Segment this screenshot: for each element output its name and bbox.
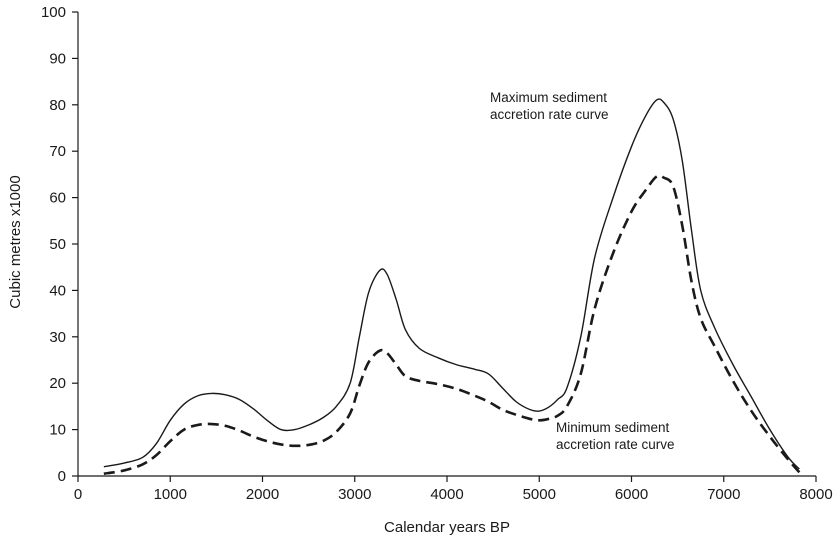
- y-tick-label: 60: [49, 190, 66, 207]
- series-line-minimum: [103, 174, 801, 475]
- series-line-maximum: [103, 98, 800, 470]
- annotation-max-line-1: Maximum sediment: [490, 90, 607, 105]
- y-tick-label: 30: [49, 329, 66, 346]
- x-tick-label: 2000: [246, 486, 279, 503]
- y-axis-title: Cubic metres x1000: [7, 175, 24, 308]
- y-tick-label: 50: [49, 236, 66, 253]
- x-tick-label: 5000: [523, 486, 556, 503]
- y-tick-label: 70: [49, 143, 66, 160]
- x-tick-label: 3000: [338, 486, 371, 503]
- y-tick-label: 10: [49, 422, 66, 439]
- y-tick-label: 0: [58, 468, 66, 485]
- y-tick-label: 40: [49, 282, 66, 299]
- y-tick-label: 80: [49, 97, 66, 114]
- y-tick-label: 20: [49, 375, 66, 392]
- x-tick-label: 6000: [615, 486, 648, 503]
- series-layer: [103, 98, 801, 475]
- x-axis-title: Calendar years BP: [384, 519, 510, 536]
- x-tick-label: 8000: [799, 486, 832, 503]
- annotation-min-line-2: accretion rate curve: [556, 437, 675, 452]
- y-tick-label: 100: [41, 4, 66, 21]
- annotation-min-line-1: Minimum sediment: [556, 420, 670, 435]
- annotations: Maximum sediment accretion rate curve Mi…: [490, 90, 675, 452]
- x-tick-label: 1000: [154, 486, 187, 503]
- x-tick-label: 0: [74, 486, 82, 503]
- annotation-max-line-2: accretion rate curve: [490, 107, 609, 122]
- y-tick-label: 90: [49, 50, 66, 67]
- x-tick-label: 7000: [707, 486, 740, 503]
- x-tick-label: 4000: [430, 486, 463, 503]
